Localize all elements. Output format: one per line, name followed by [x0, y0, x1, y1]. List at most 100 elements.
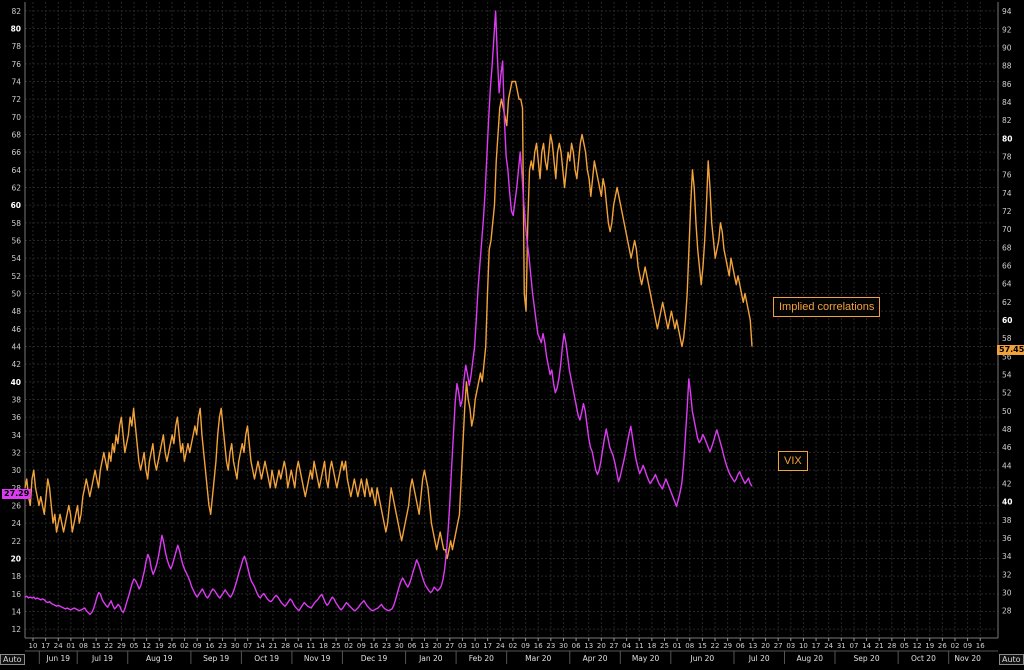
- right-tick-label: 78: [1002, 152, 1012, 161]
- right-tick-label: 28: [1002, 607, 1012, 616]
- x-day-label: 04: [622, 642, 631, 650]
- x-day-label: 07: [243, 642, 252, 650]
- left-tick-label: 40: [11, 378, 21, 387]
- right-auto-button[interactable]: Auto: [999, 654, 1024, 665]
- left-tick-label: 20: [11, 555, 21, 564]
- x-month-label: May 20: [632, 654, 660, 663]
- x-day-label: 13: [420, 642, 429, 650]
- x-day-label: 31: [837, 642, 846, 650]
- right-tick-label: 44: [1002, 461, 1012, 470]
- legend-vix: VIX: [778, 451, 808, 471]
- x-day-label: 19: [925, 642, 934, 650]
- right-tick-label: 34: [1002, 552, 1012, 561]
- right-tick-label: 30: [1002, 589, 1012, 598]
- x-month-label: Oct 19: [254, 654, 279, 663]
- x-day-label: 09: [193, 642, 202, 650]
- left-tick-label: 42: [11, 360, 21, 369]
- left-tick-label: 38: [11, 396, 21, 405]
- left-tick-label: 36: [11, 413, 21, 422]
- x-day-label: 14: [862, 642, 871, 650]
- x-day-label: 30: [231, 642, 240, 650]
- left-tick-label: 46: [11, 325, 21, 334]
- left-tick-label: 64: [11, 166, 21, 175]
- x-day-label: 27: [610, 642, 619, 650]
- x-day-label: 29: [117, 642, 126, 650]
- right-tick-label: 58: [1002, 334, 1012, 343]
- right-tick-label: 88: [1002, 62, 1012, 71]
- left-tick-label: 50: [11, 290, 21, 299]
- left-tick-label: 62: [11, 184, 21, 193]
- legend-implied-correlations: Implied correlations: [773, 297, 881, 317]
- x-month-label: Jul 20: [748, 654, 770, 663]
- x-day-label: 05: [130, 642, 139, 650]
- x-day-label: 01: [66, 642, 75, 650]
- right-tick-label: 40: [1002, 498, 1012, 507]
- x-day-label: 20: [433, 642, 442, 650]
- x-month-label: Aug 19: [146, 654, 173, 663]
- series-line-vix: [24, 10, 753, 616]
- left-tick-label: 66: [11, 148, 21, 157]
- right-tick-label: 52: [1002, 389, 1012, 398]
- left-tick-label: 26: [11, 502, 21, 511]
- x-day-label: 02: [344, 642, 353, 650]
- x-day-label: 29: [723, 642, 732, 650]
- x-day-label: 16: [534, 642, 543, 650]
- right-tick-label: 60: [1002, 316, 1012, 325]
- x-month-label: Mar 20: [525, 654, 551, 663]
- x-day-label: 18: [319, 642, 328, 650]
- x-month-label: Sep 20: [854, 654, 880, 663]
- left-auto-button[interactable]: Auto: [0, 654, 25, 665]
- x-day-label: 17: [41, 642, 50, 650]
- x-day-label: 07: [849, 642, 858, 650]
- x-day-label: 22: [104, 642, 113, 650]
- right-tick-label: 42: [1002, 480, 1012, 489]
- x-day-label: 06: [407, 642, 416, 650]
- x-day-label: 21: [269, 642, 278, 650]
- x-day-label: 30: [395, 642, 404, 650]
- x-day-label: 09: [963, 642, 972, 650]
- left-tick-label: 60: [11, 201, 21, 210]
- left-tick-label: 28: [11, 484, 21, 493]
- left-tick-label: 14: [11, 608, 21, 617]
- right-tick-label: 56: [1002, 352, 1012, 361]
- x-day-label: 03: [458, 642, 467, 650]
- right-tick-label: 76: [1002, 171, 1012, 180]
- right-tick-label: 66: [1002, 261, 1012, 270]
- x-day-label: 02: [180, 642, 189, 650]
- left-tick-label: 80: [11, 25, 21, 34]
- right-last-value-badge: 57.45: [997, 345, 1024, 355]
- left-tick-label: 58: [11, 219, 21, 228]
- left-tick-label: 52: [11, 272, 21, 281]
- left-tick-label: 74: [11, 78, 21, 87]
- x-day-label: 09: [521, 642, 530, 650]
- x-month-label: Feb 20: [469, 654, 494, 663]
- x-day-label: 12: [913, 642, 922, 650]
- x-day-label: 06: [736, 642, 745, 650]
- x-day-label: 23: [218, 642, 227, 650]
- left-tick-label: 16: [11, 590, 21, 599]
- left-tick-label: 32: [11, 449, 21, 458]
- x-month-label: Jun 19: [45, 654, 70, 663]
- x-day-label: 02: [508, 642, 517, 650]
- x-day-label: 23: [546, 642, 555, 650]
- x-day-label: 08: [79, 642, 88, 650]
- left-tick-label: 78: [11, 42, 21, 51]
- right-tick-label: 38: [1002, 516, 1012, 525]
- x-day-label: 18: [647, 642, 656, 650]
- left-tick-label: 82: [11, 7, 21, 16]
- left-tick-label: 18: [11, 572, 21, 581]
- x-day-label: 24: [496, 642, 505, 650]
- left-tick-label: 54: [11, 254, 21, 263]
- right-tick-label: 84: [1002, 98, 1012, 107]
- x-day-label: 19: [155, 642, 164, 650]
- right-tick-label: 80: [1002, 134, 1012, 143]
- x-day-label: 08: [685, 642, 694, 650]
- x-month-label: Jan 20: [418, 654, 443, 663]
- series-line-implied-correlations: [24, 80, 753, 560]
- x-month-label: Nov 20: [954, 654, 981, 663]
- x-day-label: 20: [597, 642, 606, 650]
- x-month-label: Jun 20: [690, 654, 715, 663]
- x-day-label: 15: [698, 642, 707, 650]
- x-day-label: 13: [584, 642, 593, 650]
